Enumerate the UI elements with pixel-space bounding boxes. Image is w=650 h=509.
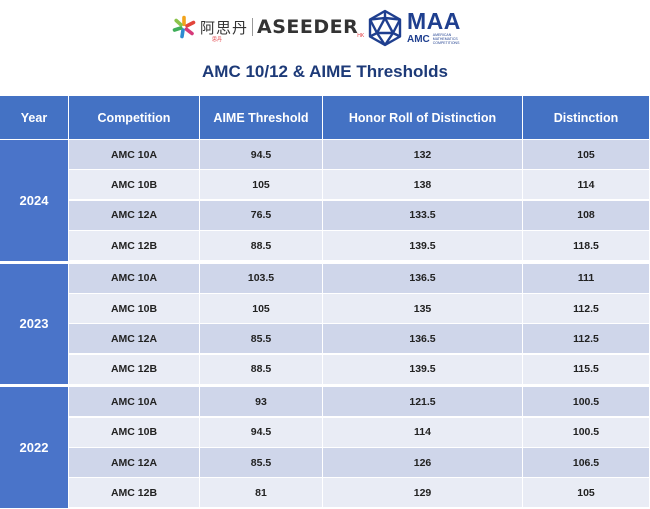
aseeder-cn-name: 阿思丹 <box>200 18 249 37</box>
aseeder-en-name: ASEEDER <box>257 16 359 38</box>
honor-roll-cell: 133.5 <box>323 200 523 231</box>
competition-cell: AMC 12B <box>69 478 200 509</box>
competition-cell: AMC 10A <box>69 140 200 170</box>
competition-cell: AMC 12A <box>69 200 200 231</box>
aseeder-logo: 阿思丹 思丹 ASEEDER HK <box>172 11 364 43</box>
header-aime-threshold: AIME Threshold <box>200 96 323 139</box>
header-distinction: Distinction <box>523 96 650 139</box>
distinction-cell: 108 <box>523 200 650 231</box>
distinction-cell: 118.5 <box>523 231 650 262</box>
distinction-cell: 112.5 <box>523 294 650 324</box>
header-honor-roll: Honor Roll of Distinction <box>323 96 523 139</box>
header: 阿思丹 思丹 ASEEDER HK MAA AMC <box>0 0 650 52</box>
competition-cell: AMC 12A <box>69 448 200 478</box>
distinction-cell: 106.5 <box>523 448 650 478</box>
distinction-cell: 112.5 <box>523 324 650 355</box>
maa-title: MAA <box>407 8 461 35</box>
honor-roll-cell: 139.5 <box>323 231 523 262</box>
distinction-cell: 105 <box>523 140 650 170</box>
distinction-cell: 100.5 <box>523 387 650 418</box>
icosahedron-logo-icon <box>368 9 402 47</box>
honor-roll-cell: 121.5 <box>323 387 523 418</box>
competition-cell: AMC 10B <box>69 417 200 448</box>
aime-threshold-cell: 103.5 <box>200 263 323 294</box>
year-cell: 2024 <box>0 140 69 262</box>
header-year: Year <box>0 96 69 139</box>
asterisk-logo-icon <box>172 15 196 39</box>
aime-threshold-cell: 94.5 <box>200 417 323 448</box>
competition-cell: AMC 12B <box>69 354 200 385</box>
page-title: AMC 10/12 & AIME Thresholds <box>202 62 448 81</box>
honor-roll-cell: 114 <box>323 417 523 448</box>
aime-threshold-cell: 93 <box>200 387 323 418</box>
honor-roll-cell: 139.5 <box>323 354 523 385</box>
honor-roll-cell: 136.5 <box>323 263 523 294</box>
distinction-cell: 115.5 <box>523 354 650 385</box>
aime-threshold-cell: 76.5 <box>200 200 323 231</box>
year-cell: 2022 <box>0 387 69 509</box>
competition-cell: AMC 12A <box>69 324 200 355</box>
honor-roll-cell: 126 <box>323 448 523 478</box>
aime-threshold-cell: 88.5 <box>200 354 323 385</box>
header-competition: Competition <box>69 96 200 139</box>
aime-threshold-cell: 105 <box>200 294 323 324</box>
year-cell: 2023 <box>0 263 69 386</box>
aime-threshold-cell: 105 <box>200 170 323 201</box>
honor-roll-cell: 135 <box>323 294 523 324</box>
honor-roll-cell: 138 <box>323 170 523 201</box>
amc-label: AMC <box>407 34 430 45</box>
competition-cell: AMC 10A <box>69 387 200 418</box>
competition-cell: AMC 10B <box>69 294 200 324</box>
competition-cell: AMC 10A <box>69 263 200 294</box>
honor-roll-cell: 132 <box>323 140 523 170</box>
distinction-cell: 111 <box>523 263 650 294</box>
honor-roll-cell: 129 <box>323 478 523 509</box>
amc-fullname: AMERICAN MATHEMATICS COMPETITIONS <box>432 33 460 45</box>
aime-threshold-cell: 88.5 <box>200 231 323 262</box>
aseeder-hk-tag: HK <box>357 33 365 39</box>
honor-roll-cell: 136.5 <box>323 324 523 355</box>
distinction-cell: 105 <box>523 478 650 509</box>
aime-threshold-cell: 85.5 <box>200 448 323 478</box>
competition-cell: AMC 12B <box>69 231 200 262</box>
logo-divider <box>252 18 254 36</box>
competition-cell: AMC 10B <box>69 170 200 201</box>
maa-logo: MAA AMC AMERICAN MATHEMATICS COMPETITION… <box>366 9 467 47</box>
aime-threshold-cell: 94.5 <box>200 140 323 170</box>
aseeder-cn-sub: 思丹 <box>212 37 223 43</box>
distinction-cell: 100.5 <box>523 417 650 448</box>
aime-threshold-cell: 81 <box>200 478 323 509</box>
distinction-cell: 114 <box>523 170 650 201</box>
aime-threshold-cell: 85.5 <box>200 324 323 355</box>
